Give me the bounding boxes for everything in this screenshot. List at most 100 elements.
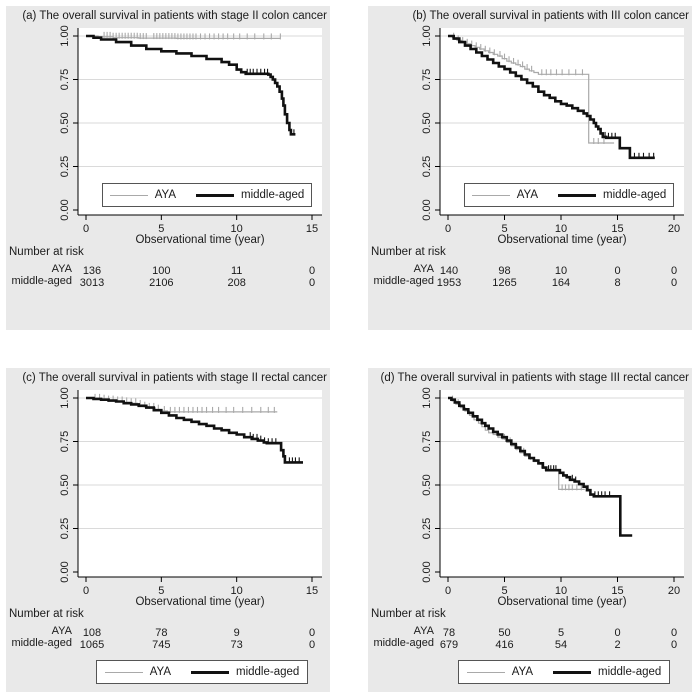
legend-label-middle-aged: middle-aged xyxy=(236,666,300,678)
panel-title: (d) The overall survival in patients wit… xyxy=(380,372,689,384)
y-tick-label: 0.50 xyxy=(59,112,71,133)
x-axis-label: Observational time (year) xyxy=(497,234,627,246)
risk-count: 54 xyxy=(555,639,567,651)
x-tick-label: 10 xyxy=(231,585,243,597)
middle-aged-line-swatch xyxy=(553,670,591,674)
y-tick-label: 0.25 xyxy=(59,156,71,177)
y-tick-label: 1.00 xyxy=(421,25,433,46)
risk-count: 1265 xyxy=(492,277,516,289)
x-axis-label: Observational time (year) xyxy=(135,234,265,246)
panel-title: (c) The overall survival in patients wit… xyxy=(22,372,327,384)
risk-row-label-middle-aged: middle-aged xyxy=(11,637,72,649)
x-tick-label: 20 xyxy=(668,223,680,235)
legend: AYA middle-aged xyxy=(102,183,312,207)
risk-count: 11 xyxy=(231,265,242,277)
risk-table-header: Number at risk xyxy=(9,608,84,620)
y-tick-label: 0.00 xyxy=(59,199,71,220)
panel-d-stage-iii-rectal: (d) The overall survival in patients wit… xyxy=(368,368,692,692)
panel-title: (b) The overall survival in patients wit… xyxy=(412,10,689,22)
legend: AYA middle-aged xyxy=(96,660,308,684)
y-tick-label: 0.75 xyxy=(59,431,71,452)
risk-count: 108 xyxy=(83,627,101,639)
y-tick-label: 0.25 xyxy=(59,518,71,539)
aya-line-swatch xyxy=(471,194,510,196)
y-tick-label: 1.00 xyxy=(59,25,71,46)
risk-row-label-middle-aged: middle-aged xyxy=(11,275,72,287)
legend-label-aya: AYA xyxy=(154,189,176,201)
risk-count: 73 xyxy=(231,639,243,651)
risk-count: 3013 xyxy=(80,277,104,289)
y-tick-label: 0.50 xyxy=(421,112,433,133)
middle-aged-line-swatch xyxy=(191,670,229,674)
x-tick-label: 5 xyxy=(158,585,164,597)
risk-count: 0 xyxy=(671,639,677,651)
x-tick-label: 15 xyxy=(306,223,318,235)
risk-count: 9 xyxy=(234,627,240,639)
risk-count: 0 xyxy=(671,627,677,639)
x-tick-label: 5 xyxy=(158,223,164,235)
risk-count: 679 xyxy=(440,639,458,651)
risk-count: 136 xyxy=(83,265,101,277)
risk-row-label-aya: AYA xyxy=(51,263,72,275)
x-tick-label: 20 xyxy=(668,585,680,597)
aya-line-swatch xyxy=(109,194,148,196)
km-plot: 0.00 0.25 0.50 0.75 1.00 0 5 10 15 108 78 9 0 1065 745… xyxy=(59,387,322,651)
x-tick-label: 5 xyxy=(501,585,507,597)
risk-count: 0 xyxy=(309,627,315,639)
x-tick-label: 0 xyxy=(445,585,451,597)
risk-count: 0 xyxy=(671,265,677,277)
y-tick-label: 0.00 xyxy=(421,561,433,582)
plot-area xyxy=(78,390,322,577)
risk-count: 208 xyxy=(227,277,245,289)
risk-count: 140 xyxy=(440,265,458,277)
risk-count: 1953 xyxy=(437,277,461,289)
y-tick-label: 1.00 xyxy=(59,387,71,408)
risk-count: 1065 xyxy=(80,639,104,651)
x-axis-label: Observational time (year) xyxy=(135,596,265,608)
risk-count: 78 xyxy=(443,627,455,639)
risk-row-label-middle-aged: middle-aged xyxy=(373,275,434,287)
y-tick-label: 0.00 xyxy=(421,199,433,220)
y-tick-label: 0.25 xyxy=(421,518,433,539)
y-tick-label: 0.25 xyxy=(421,156,433,177)
legend-label-aya: AYA xyxy=(149,666,171,678)
risk-count: 78 xyxy=(155,627,167,639)
panel-title: (a) The overall survival in patients wit… xyxy=(22,10,327,22)
risk-row-label-aya: AYA xyxy=(413,263,434,275)
risk-count: 0 xyxy=(309,277,315,289)
y-tick-label: 0.50 xyxy=(421,474,433,495)
risk-row-label-aya: AYA xyxy=(413,625,434,637)
y-tick-label: 1.00 xyxy=(421,387,433,408)
risk-row-label-aya: AYA xyxy=(51,625,72,637)
risk-count: 98 xyxy=(498,265,510,277)
risk-count: 5 xyxy=(558,627,564,639)
legend: AYA middle-aged xyxy=(464,183,674,207)
x-tick-label: 0 xyxy=(83,585,89,597)
legend: AYA middle-aged xyxy=(458,660,670,684)
risk-table-header: Number at risk xyxy=(9,246,84,258)
risk-table-header: Number at risk xyxy=(371,608,446,620)
x-tick-label: 0 xyxy=(445,223,451,235)
x-tick-label: 0 xyxy=(83,223,89,235)
y-tick-label: 0.00 xyxy=(59,561,71,582)
risk-count: 2106 xyxy=(149,277,173,289)
x-tick-label: 15 xyxy=(306,585,318,597)
risk-count: 0 xyxy=(309,265,315,277)
y-tick-label: 0.75 xyxy=(421,69,433,90)
aya-line-swatch xyxy=(104,671,143,673)
aya-line-swatch xyxy=(466,671,505,673)
risk-count: 0 xyxy=(614,265,620,277)
risk-count: 0 xyxy=(671,277,677,289)
panel-b-stage-iii-colon: (b) The overall survival in patients wit… xyxy=(368,6,692,330)
risk-count: 0 xyxy=(309,639,315,651)
risk-count: 745 xyxy=(152,639,170,651)
x-tick-label: 10 xyxy=(555,223,567,235)
x-tick-label: 10 xyxy=(555,585,567,597)
panel-a-stage-ii-colon: (a) The overall survival in patients wit… xyxy=(6,6,330,330)
legend-label-middle-aged: middle-aged xyxy=(603,189,667,201)
legend-label-aya: AYA xyxy=(511,666,533,678)
survival-curve-middle-aged xyxy=(448,396,633,537)
risk-count: 416 xyxy=(495,639,513,651)
risk-count: 0 xyxy=(614,627,620,639)
